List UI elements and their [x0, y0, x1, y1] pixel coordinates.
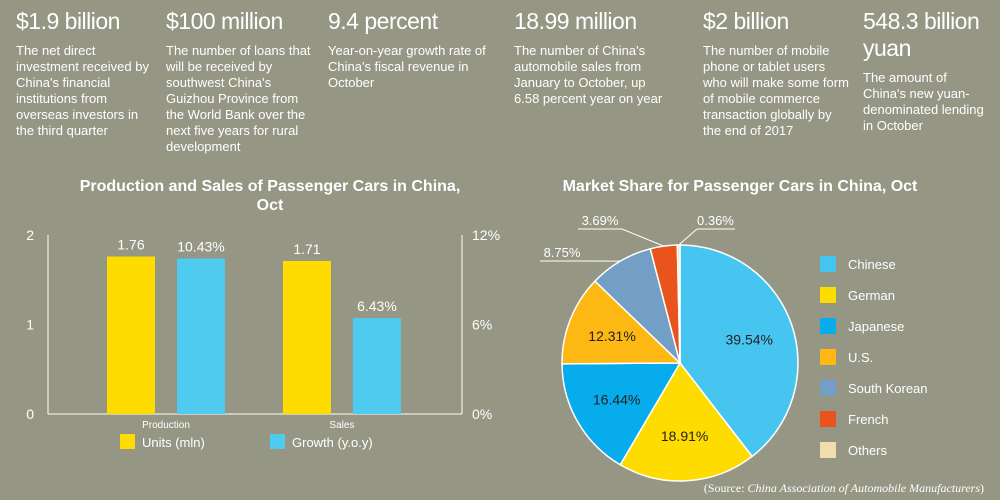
bar-sales-units	[282, 260, 331, 414]
y-left-tick-label: 1	[26, 317, 34, 333]
x-tick-label: Production	[142, 420, 190, 431]
stat-4: 18.99 million The number of China's auto…	[514, 8, 674, 107]
y-right-tick-label: 6%	[472, 317, 492, 333]
bar-legend-swatch	[270, 434, 285, 449]
pie-slice-chinese	[679, 244, 799, 458]
pie-legend-item: Japanese	[820, 318, 904, 334]
stat-1: $1.9 billion The net direct investment r…	[16, 8, 158, 139]
stat-description: The net direct investment received by Ch…	[16, 43, 149, 138]
bar-production-growth	[176, 258, 225, 414]
y-right-tick-label: 12%	[472, 227, 500, 243]
bar-data-label: 1.71	[293, 241, 320, 257]
bar-legend-swatch	[120, 434, 135, 449]
pie-legend-swatch	[820, 442, 836, 458]
bar-data-label: 1.76	[117, 236, 144, 252]
pie-legend-item: South Korean	[820, 380, 928, 396]
pie-legend-label: Chinese	[848, 256, 896, 272]
pie-leader-line	[678, 228, 698, 246]
y-right-tick-label: 0%	[472, 406, 492, 422]
pie-legend-swatch	[820, 380, 836, 396]
bar-sales-growth	[352, 318, 401, 414]
bar-legend-label: Growth (y.o.y)	[292, 435, 373, 450]
pie-legend-label: South Korean	[848, 380, 928, 396]
pie-data-label: 0.36%	[697, 213, 734, 228]
stat-value: $2 billion	[703, 8, 789, 34]
stat-value: 9.4 percent	[328, 8, 438, 34]
bar-production-units	[106, 256, 155, 414]
stat-description: The amount of China's new yuan-denominat…	[863, 70, 984, 133]
pie-legend-label: German	[848, 287, 895, 303]
pie-legend-item: French	[820, 411, 888, 427]
pie-legend-label: U.S.	[848, 349, 874, 365]
pie-legend-item: Others	[820, 442, 887, 458]
pie-slice-japanese	[561, 362, 682, 466]
stat-value: $100 million	[166, 8, 283, 34]
pie-slice-german	[619, 361, 754, 482]
pie-legend-swatch	[820, 411, 836, 427]
pie-legend-swatch	[820, 287, 836, 303]
bar-data-label: 10.43%	[177, 238, 224, 254]
pie-legend-label: Japanese	[848, 318, 905, 334]
pie-legend-label: French	[848, 411, 889, 427]
pie-legend-swatch	[820, 318, 836, 334]
bar-data-label: 6.43%	[357, 298, 397, 314]
pie-data-label: 16.44%	[593, 392, 640, 408]
pie-legend-swatch	[820, 349, 836, 365]
pie-legend-item: Chinese	[820, 256, 896, 272]
source-note: (Source: China Association of Automobile…	[703, 481, 984, 495]
pie-legend-swatch	[820, 256, 836, 272]
pie-leader-line	[621, 228, 664, 247]
source-name: China Association of Automobile Manufact…	[747, 481, 980, 495]
stat-5: $2 billion The number of mobile phone or…	[703, 8, 849, 139]
pie-legend-item: German	[820, 287, 895, 303]
stat-description: The number of loans that will be receive…	[166, 43, 311, 154]
pie-legend-label: Others	[848, 442, 888, 458]
stat-value: $1.9 billion	[16, 8, 120, 34]
stat-value: 18.99 million	[514, 8, 637, 34]
y-left-tick-label: 0	[26, 406, 34, 422]
bar-legend-label: Units (mln)	[142, 435, 205, 450]
stat-description: Year-on-year growth rate of China's fisc…	[328, 43, 486, 90]
pie-data-label: 18.91%	[661, 428, 708, 444]
pie-data-label: 12.31%	[588, 328, 635, 344]
y-left-tick-label: 2	[26, 227, 34, 243]
stat-2: $100 million The number of loans that wi…	[166, 8, 311, 155]
stat-description: The number of mobile phone or tablet use…	[703, 43, 849, 138]
stat-6: 548.3 billion yuan The amount of China's…	[863, 8, 987, 134]
pie-data-label: 39.54%	[726, 331, 773, 347]
stat-value: 548.3 billion yuan	[863, 8, 980, 61]
bar-chart-title: Production and Sales of Passenger Cars i…	[79, 178, 461, 214]
stat-description: The number of China's automobile sales f…	[514, 43, 663, 106]
pie-chart-title: Market Share for Passenger Cars in China…	[562, 178, 918, 195]
x-tick-label: Sales	[329, 420, 354, 431]
pie-data-label: 8.75%	[544, 245, 581, 260]
pie-legend-item: U.S.	[820, 349, 873, 365]
stat-3: 9.4 percent Year-on-year growth rate of …	[328, 8, 498, 91]
pie-data-label: 3.69%	[582, 213, 619, 228]
pie-slice-u-s	[561, 280, 682, 365]
